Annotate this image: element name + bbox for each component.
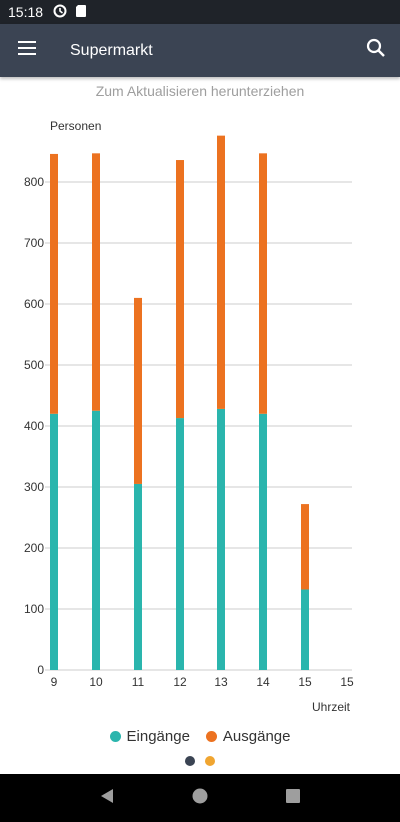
back-icon [98, 787, 116, 810]
search-icon [366, 38, 386, 63]
bar-exits-3 [176, 160, 184, 419]
page-dot-1[interactable] [185, 756, 195, 766]
bar-entries-4 [217, 408, 225, 670]
bar-exits-6 [301, 504, 309, 590]
bar-exits-5 [259, 153, 267, 414]
legend-dot-exits [205, 731, 217, 742]
app-bar: Supermarkt [0, 24, 400, 77]
recents-button[interactable] [273, 778, 313, 818]
y-axis-title: Personen [50, 119, 101, 133]
bar-exits-0 [50, 153, 58, 414]
x-tick-label-5: 14 [256, 675, 270, 689]
home-icon [191, 787, 209, 810]
bar-entries-6 [301, 589, 309, 670]
x-tick-label-3: 12 [173, 675, 187, 689]
legend-label-entries: Eingänge [126, 728, 190, 745]
x-axis-title: Uhrzeit [312, 700, 351, 714]
y-tick-label-0: 0 [37, 663, 44, 677]
pull-to-refresh-hint: Zum Aktualisieren herunterziehen [95, 83, 305, 99]
x-tick-label-7: 15 [340, 675, 354, 689]
status-bar: 15:18 [0, 0, 400, 24]
legend-dot-entries [109, 731, 121, 742]
bar-exits-2 [134, 297, 142, 484]
home-button[interactable] [180, 778, 220, 818]
bar-entries-2 [134, 483, 142, 670]
hamburger-menu-icon [17, 40, 37, 61]
page-dot-2[interactable] [205, 756, 215, 766]
y-tick-label-200: 200 [24, 541, 44, 555]
y-tick-label-600: 600 [24, 297, 44, 311]
stacked-bar-chart: Personen 0 100 200 300 400 500 600 700 800 9 10 11 12… [24, 119, 354, 714]
y-tick-label-800: 800 [24, 175, 44, 189]
bar-entries-5 [259, 413, 267, 670]
legend-item-exits: Ausgänge [205, 728, 291, 745]
page-indicator [0, 756, 400, 766]
legend-label-exits: Ausgänge [222, 728, 291, 745]
y-tick-label-100: 100 [24, 602, 44, 616]
chart-legend: Eingänge Ausgänge [0, 728, 400, 745]
sync-icon [53, 4, 67, 21]
bar-entries-0 [50, 413, 58, 670]
x-tick-label-6: 15 [298, 675, 312, 689]
system-nav-bar [0, 774, 400, 822]
y-tick-label-500: 500 [24, 358, 44, 372]
y-tick-label-300: 300 [24, 480, 44, 494]
x-tick-label-1: 10 [89, 675, 103, 689]
bar-exits-1 [92, 153, 100, 411]
search-button[interactable] [352, 24, 400, 77]
x-tick-label-4: 13 [214, 675, 228, 689]
y-tick-label-400: 400 [24, 419, 44, 433]
bar-entries-1 [92, 410, 100, 670]
bar-exits-4 [217, 135, 225, 409]
app-title: Supermarkt [70, 41, 153, 59]
legend-item-entries: Eingänge [109, 728, 190, 745]
status-time: 15:18 [8, 4, 44, 20]
x-tick-label-2: 11 [132, 675, 145, 689]
menu-button[interactable] [0, 24, 54, 77]
bar-entries-3 [176, 418, 184, 670]
sd-card-icon [75, 4, 87, 21]
back-button[interactable] [87, 778, 127, 818]
x-tick-label-0: 9 [51, 675, 58, 689]
y-tick-label-700: 700 [24, 236, 44, 250]
recents-icon [284, 787, 302, 810]
